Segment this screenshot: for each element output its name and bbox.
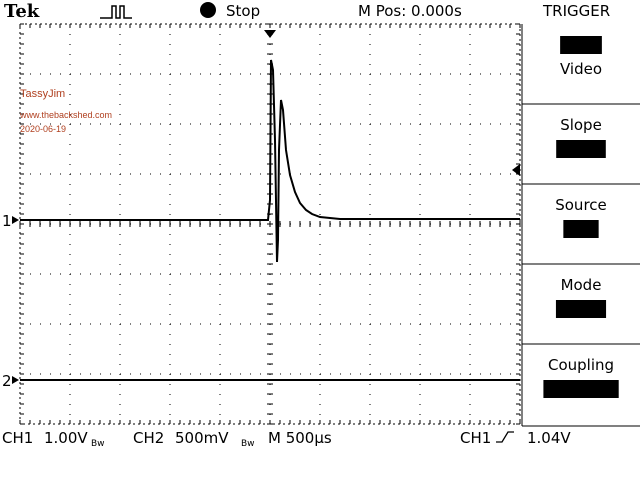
ch2-scale: 500mV: [175, 429, 229, 447]
menu-top[interactable]: Source: [555, 196, 607, 214]
ch2-marker-arrow: [12, 376, 19, 384]
menu-highlight: [560, 36, 602, 54]
menu-bottom[interactable]: CH1: [565, 220, 596, 238]
ch1-marker: 1: [2, 212, 12, 230]
menu-top[interactable]: Mode: [561, 276, 602, 294]
menu-highlight: [555, 300, 607, 318]
ch1-scale: 1.00V: [44, 429, 88, 447]
acquire-icon: [100, 5, 132, 19]
annotations: TassyJim www.thebackshed.com 2020-06-19: [19, 88, 112, 134]
brand: Tek: [4, 1, 40, 22]
menu-bottom[interactable]: Rising: [558, 140, 604, 158]
trigger-level: 1.04V: [527, 429, 571, 447]
menu-top[interactable]: Coupling: [548, 356, 614, 374]
ch2-bw-limit: Bw: [241, 439, 255, 449]
annotation: TassyJim: [20, 88, 65, 100]
ch1-bw-limit: Bw: [91, 439, 105, 449]
menu-top[interactable]: Slope: [560, 116, 602, 134]
stop-indicator: [200, 2, 216, 18]
slope-icon: [496, 431, 514, 443]
menu-bottom[interactable]: HF Reject: [545, 380, 616, 398]
ch1-waveform: [20, 59, 520, 263]
menu-bottom[interactable]: Video: [560, 60, 602, 78]
annotation: www.thebackshed.com: [19, 110, 112, 120]
menu-highlight: [563, 220, 599, 238]
trigger-position-marker: [264, 30, 276, 38]
menu-top[interactable]: Edge: [562, 36, 600, 54]
trigger-source: CH1: [460, 429, 491, 447]
annotation: 2020-06-19: [20, 124, 66, 134]
ch1-label: CH1: [2, 429, 33, 447]
timebase: M 500µs: [268, 429, 332, 447]
menu-title: TRIGGER: [542, 2, 610, 20]
position: M Pos: 0.000s: [358, 2, 462, 20]
ch1-marker-arrow: [12, 216, 19, 224]
menu-highlight: [556, 140, 606, 158]
ch2-label: CH2: [133, 429, 164, 447]
menu-highlight: [543, 380, 619, 398]
trigger-menu: Edge Video Slope Rising Source CH1 Mode Single C…: [521, 24, 640, 427]
trigger-level-marker: [512, 164, 520, 176]
menu-bottom[interactable]: Single: [558, 300, 604, 318]
ch2-marker: 2: [2, 372, 12, 390]
run-status: Stop: [226, 2, 260, 20]
